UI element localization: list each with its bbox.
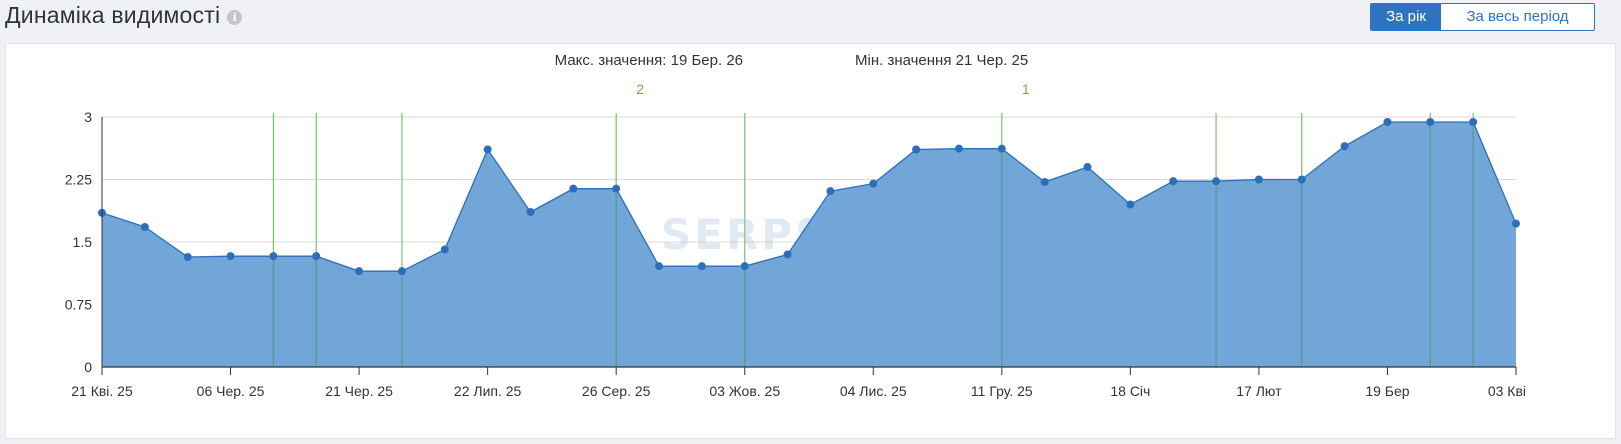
x-tick-label: 21 Кві. 25 <box>71 383 133 399</box>
data-point[interactable] <box>954 144 963 153</box>
y-tick-label: 3 <box>84 109 92 125</box>
data-point[interactable] <box>526 208 535 216</box>
page-title: Динаміка видимості <box>5 2 221 28</box>
data-point[interactable] <box>1169 177 1178 186</box>
data-point[interactable] <box>1340 142 1349 151</box>
data-point[interactable] <box>783 250 792 259</box>
data-point[interactable] <box>183 253 192 261</box>
y-tick-label: 1.5 <box>73 234 93 250</box>
data-point[interactable] <box>1297 175 1306 184</box>
chart-card: SERPSTAT 0 0.75 1.5 2.25 3 21 Кві. 25 06 Чер. … <box>5 43 1616 439</box>
data-point[interactable] <box>912 145 921 154</box>
visibility-series-line <box>101 121 1517 272</box>
x-tick-label: 18 Січ <box>1110 383 1150 399</box>
data-point[interactable] <box>697 262 706 271</box>
data-point[interactable] <box>1126 200 1135 209</box>
data-point[interactable] <box>140 223 149 231</box>
x-tick-label: 19 Бер <box>1365 383 1409 399</box>
period-switch: За рік За весь період <box>1370 3 1595 31</box>
period-all-button[interactable]: За весь період <box>1441 4 1594 30</box>
y-tick-label: 0.75 <box>65 297 92 313</box>
max-value-annotation: Макс. значення: 19 Бер. 26 <box>555 52 743 69</box>
data-point[interactable] <box>1383 118 1392 126</box>
data-point[interactable] <box>269 252 278 261</box>
data-point[interactable] <box>826 187 835 196</box>
data-point[interactable] <box>1512 219 1520 228</box>
data-point[interactable] <box>997 144 1006 153</box>
data-point[interactable] <box>869 179 878 188</box>
x-tick-label: 22 Лип. 25 <box>454 383 522 399</box>
data-point[interactable] <box>226 252 235 261</box>
data-point[interactable] <box>483 145 492 154</box>
data-point[interactable] <box>440 245 449 254</box>
data-point[interactable] <box>1469 118 1478 126</box>
data-point[interactable] <box>355 267 364 276</box>
x-tick-label: 26 Сер. 25 <box>582 383 651 399</box>
data-point[interactable] <box>612 184 621 193</box>
data-point[interactable] <box>1040 178 1049 186</box>
event-flag-label: 2 <box>636 81 644 97</box>
x-tick-label: 03 Жов. 25 <box>709 383 780 399</box>
data-point[interactable] <box>740 262 749 271</box>
y-tick-label: 0 <box>84 359 92 375</box>
data-point[interactable] <box>1083 163 1092 171</box>
data-point[interactable] <box>1212 177 1221 186</box>
x-tick-label: 06 Чер. 25 <box>197 383 265 399</box>
y-tick-label: 2.25 <box>65 172 92 188</box>
info-icon[interactable]: i <box>227 9 243 25</box>
x-tick-label: 21 Чер. 25 <box>325 383 393 399</box>
x-tick-label: 11 Гру. 25 <box>971 383 1033 399</box>
chart-title-block: Динаміка видимості i <box>5 2 243 29</box>
period-year-button[interactable]: За рік <box>1371 4 1441 30</box>
x-tick-label: 17 Лют <box>1236 383 1282 399</box>
x-tick-label: 03 Кві <box>1488 383 1526 399</box>
data-point[interactable] <box>569 184 578 193</box>
event-flag-label: 1 <box>1022 81 1030 97</box>
data-point[interactable] <box>1254 175 1263 184</box>
visibility-area <box>102 122 1516 367</box>
data-point[interactable] <box>312 252 321 261</box>
data-point[interactable] <box>397 267 406 276</box>
min-value-annotation: Мін. значення 21 Чер. 25 <box>855 52 1028 69</box>
x-tick-label: 04 Лис. 25 <box>840 383 907 399</box>
data-point[interactable] <box>655 262 664 271</box>
data-point[interactable] <box>1426 118 1435 126</box>
